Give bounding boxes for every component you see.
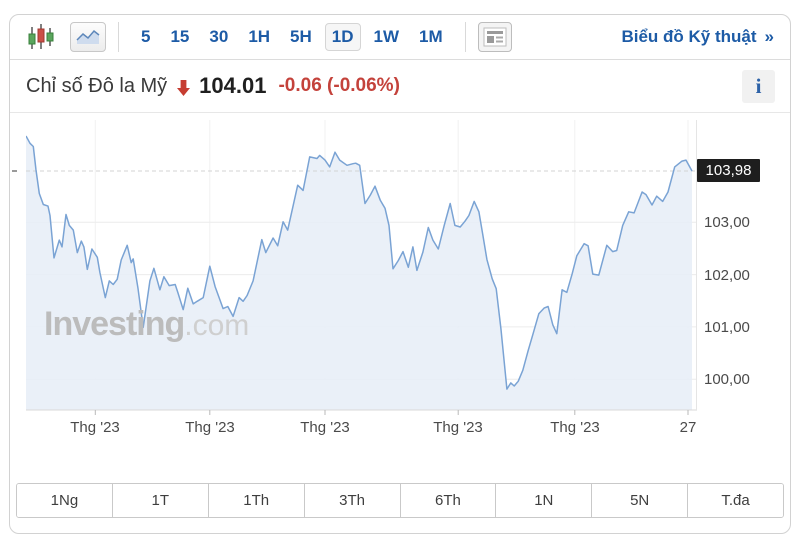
x-axis-label: Thg '23 xyxy=(433,419,483,436)
price-down-arrow-icon xyxy=(177,79,191,96)
price-chart-svg[interactable] xyxy=(26,120,697,416)
timeframe-1d[interactable]: 1D xyxy=(324,23,361,51)
candlestick-icon xyxy=(28,24,54,49)
x-axis-label: 27 xyxy=(679,419,697,436)
timeframe-1w[interactable]: 1W xyxy=(367,23,407,51)
range-5n[interactable]: 5N xyxy=(592,484,689,517)
range-1t[interactable]: 1T xyxy=(112,484,209,517)
x-axis-label: Thg '23 xyxy=(70,419,120,436)
y-axis-label: 100,00 xyxy=(704,371,750,388)
prev-close-tick xyxy=(12,170,17,172)
instrument-title: Chỉ số Đô la Mỹ xyxy=(26,74,168,97)
toolbar-divider xyxy=(464,22,466,52)
x-axis-label: Thg '23 xyxy=(185,419,235,436)
y-axis-label: 101,00 xyxy=(704,319,750,336)
range-1n[interactable]: 1N xyxy=(496,484,593,517)
timeframe-1h[interactable]: 1H xyxy=(241,23,277,51)
range-6th[interactable]: 6Th xyxy=(400,484,497,517)
news-view-button[interactable] xyxy=(477,22,512,52)
timeframe-5[interactable]: 5 xyxy=(134,23,157,51)
chart-area: Investing.com 103,98 103,00 102,00 101,00 1… xyxy=(10,113,790,458)
chevrons-right-icon: » xyxy=(764,27,774,46)
interval-group: 5 15 30 1H 5H 1D 1W 1M xyxy=(131,23,453,51)
technical-chart-link[interactable]: Biểu đồ Kỹ thuật » xyxy=(621,27,774,47)
toolbar-divider xyxy=(118,22,119,52)
news-icon xyxy=(483,27,507,47)
y-axis-label: 103,00 xyxy=(704,214,750,231)
candlestick-chart-button[interactable] xyxy=(24,21,58,53)
timeframe-15[interactable]: 15 xyxy=(163,23,196,51)
timeframe-5h[interactable]: 5H xyxy=(283,23,319,51)
range-selector: 1Ng 1T 1Th 3Th 6Th 1N 5N T.đa xyxy=(16,483,784,518)
info-button[interactable]: i xyxy=(742,70,775,103)
instrument-header: Chỉ số Đô la Mỹ 104.01 -0.06 (-0.06%) i xyxy=(10,60,790,113)
range-1ng[interactable]: 1Ng xyxy=(17,484,113,517)
timeframe-30[interactable]: 30 xyxy=(202,23,235,51)
y-axis-label: 102,00 xyxy=(704,267,750,284)
x-axis-label: Thg '23 xyxy=(300,419,350,436)
last-price: 104.01 xyxy=(199,73,267,98)
toolbar: 5 15 30 1H 5H 1D 1W 1M xyxy=(10,15,790,60)
range-tda[interactable]: T.đa xyxy=(688,484,783,517)
chart-widget: 5 15 30 1H 5H 1D 1W 1M xyxy=(9,14,791,534)
change-value: -0.06 xyxy=(278,75,322,96)
line-chart-button[interactable] xyxy=(70,22,106,52)
range-3th[interactable]: 3Th xyxy=(304,484,401,517)
x-axis-label: Thg '23 xyxy=(550,419,600,436)
change-percent: (-0.06%) xyxy=(327,75,400,96)
price-change: -0.06 (-0.06%) xyxy=(278,75,399,97)
last-price-badge: 103,98 xyxy=(697,159,760,182)
line-chart-icon xyxy=(76,29,100,44)
technical-chart-link-label: Biểu đồ Kỹ thuật xyxy=(621,27,757,46)
timeframe-1m[interactable]: 1M xyxy=(412,23,450,51)
range-1th[interactable]: 1Th xyxy=(208,484,305,517)
